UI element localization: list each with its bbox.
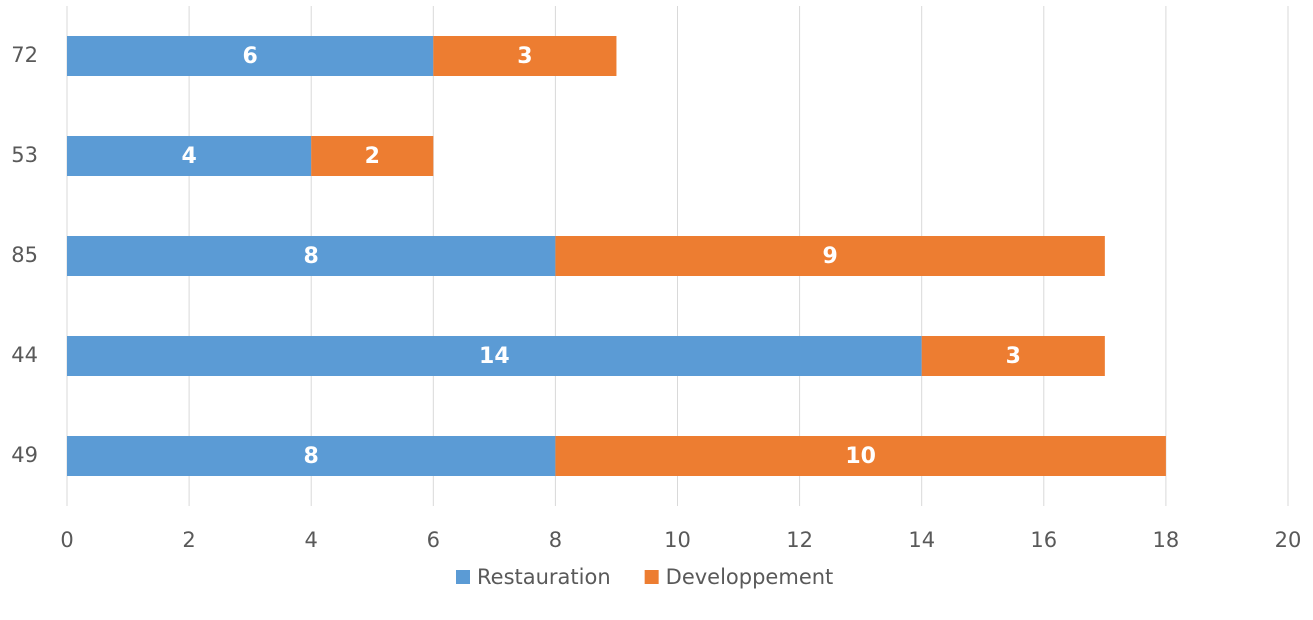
y-tick-label: 44 [11, 343, 38, 367]
x-tick-label: 16 [1030, 528, 1057, 552]
x-tick-label: 6 [427, 528, 440, 552]
legend-label: Restauration [477, 565, 611, 589]
x-tick-label: 18 [1153, 528, 1180, 552]
x-tick-label: 4 [305, 528, 318, 552]
data-label: 3 [517, 44, 532, 69]
y-tick-label: 85 [11, 243, 38, 267]
x-tick-label: 10 [664, 528, 691, 552]
bar [311, 136, 434, 176]
bar [67, 336, 922, 376]
bar [555, 436, 1166, 476]
bar [433, 36, 617, 76]
data-label: 8 [304, 244, 319, 269]
bar [67, 136, 312, 176]
x-tick-label: 8 [549, 528, 562, 552]
legend-swatch [644, 570, 659, 584]
x-tick-label: 20 [1275, 528, 1302, 552]
data-label: 10 [845, 444, 876, 469]
bar [555, 236, 1105, 276]
x-tick-label: 12 [786, 528, 813, 552]
x-tick-label: 2 [182, 528, 195, 552]
data-label: 2 [365, 144, 380, 169]
bar [67, 236, 556, 276]
bar [921, 336, 1105, 376]
legend-label: Developpement [666, 565, 834, 589]
x-tick-label: 0 [60, 528, 73, 552]
data-label: 14 [479, 344, 510, 369]
bar [67, 436, 556, 476]
data-label: 8 [304, 444, 319, 469]
data-label: 3 [1006, 344, 1021, 369]
x-tick-label: 14 [908, 528, 935, 552]
bar [67, 36, 434, 76]
y-tick-label: 53 [11, 143, 38, 167]
data-label: 9 [822, 244, 837, 269]
data-label: 6 [242, 44, 257, 69]
y-tick-label: 49 [11, 443, 38, 467]
y-tick-label: 72 [11, 43, 38, 67]
data-label: 4 [181, 144, 196, 169]
legend-swatch [456, 570, 470, 584]
